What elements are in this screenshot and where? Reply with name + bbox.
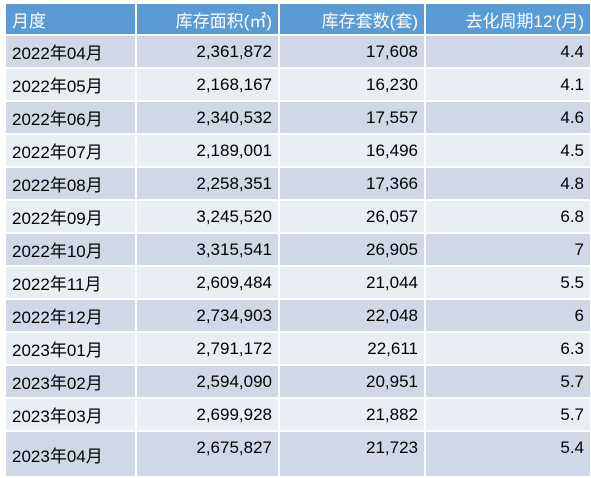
table-row: 2022年10月 3,315,541 26,905 7 bbox=[4, 232, 591, 267]
cell-month: 2022年09月 bbox=[4, 199, 137, 234]
cell-month: 2022年06月 bbox=[4, 100, 137, 135]
cell-units: 26,905 bbox=[278, 232, 426, 267]
cell-period: 4.1 bbox=[424, 67, 591, 102]
cell-period: 6 bbox=[424, 298, 591, 333]
table-row: 2023年01月 2,791,172 22,611 6.3 bbox=[4, 331, 591, 366]
cell-area: 2,189,001 bbox=[135, 133, 280, 168]
cell-period: 4.6 bbox=[424, 100, 591, 135]
cell-period: 5.7 bbox=[424, 364, 591, 399]
cell-units: 16,496 bbox=[278, 133, 426, 168]
cell-month: 2023年03月 bbox=[4, 397, 137, 432]
cell-area: 2,258,351 bbox=[135, 166, 280, 201]
header-month: 月度 bbox=[4, 2, 137, 36]
cell-period: 5.5 bbox=[424, 265, 591, 300]
cell-units: 21,044 bbox=[278, 265, 426, 300]
table-row: 2023年04月 2,675,827 21,723 5.4 bbox=[4, 430, 591, 478]
cell-area: 2,699,928 bbox=[135, 397, 280, 432]
cell-area: 2,675,827 bbox=[135, 430, 280, 478]
cell-period: 5.4 bbox=[424, 430, 591, 478]
table-row: 2022年11月 2,609,484 21,044 5.5 bbox=[4, 265, 591, 300]
inventory-table: 月度 库存面积(㎡) 库存套数(套) 去化周期12'(月) 2022年04月 2… bbox=[4, 2, 591, 478]
cell-units: 20,951 bbox=[278, 364, 426, 399]
table-row: 2022年07月 2,189,001 16,496 4.5 bbox=[4, 133, 591, 168]
cell-area: 2,340,532 bbox=[135, 100, 280, 135]
cell-month: 2023年04月 bbox=[4, 430, 137, 478]
cell-period: 7 bbox=[424, 232, 591, 267]
cell-area: 3,315,541 bbox=[135, 232, 280, 267]
table-row: 2022年04月 2,361,872 17,608 4.4 bbox=[4, 34, 591, 69]
cell-area: 2,361,872 bbox=[135, 34, 280, 69]
cell-area: 2,734,903 bbox=[135, 298, 280, 333]
cell-month: 2022年10月 bbox=[4, 232, 137, 267]
table-row: 2023年03月 2,699,928 21,882 5.7 bbox=[4, 397, 591, 432]
cell-month: 2023年02月 bbox=[4, 364, 137, 399]
cell-units: 22,048 bbox=[278, 298, 426, 333]
cell-area: 3,245,520 bbox=[135, 199, 280, 234]
cell-units: 16,230 bbox=[278, 67, 426, 102]
table-row: 2022年06月 2,340,532 17,557 4.6 bbox=[4, 100, 591, 135]
cell-units: 21,723 bbox=[278, 430, 426, 478]
table-row: 2022年08月 2,258,351 17,366 4.8 bbox=[4, 166, 591, 201]
cell-month: 2022年04月 bbox=[4, 34, 137, 69]
header-inventory-units: 库存套数(套) bbox=[278, 2, 426, 36]
cell-units: 21,882 bbox=[278, 397, 426, 432]
table-row: 2022年12月 2,734,903 22,048 6 bbox=[4, 298, 591, 333]
cell-month: 2022年07月 bbox=[4, 133, 137, 168]
cell-units: 17,366 bbox=[278, 166, 426, 201]
table-row: 2022年09月 3,245,520 26,057 6.8 bbox=[4, 199, 591, 234]
cell-units: 17,608 bbox=[278, 34, 426, 69]
table-header-row: 月度 库存面积(㎡) 库存套数(套) 去化周期12'(月) bbox=[4, 2, 591, 36]
cell-area: 2,791,172 bbox=[135, 331, 280, 366]
table-row: 2022年05月 2,168,167 16,230 4.1 bbox=[4, 67, 591, 102]
cell-period: 6.8 bbox=[424, 199, 591, 234]
cell-period: 4.4 bbox=[424, 34, 591, 69]
cell-month: 2022年12月 bbox=[4, 298, 137, 333]
cell-period: 4.8 bbox=[424, 166, 591, 201]
cell-period: 5.7 bbox=[424, 397, 591, 432]
cell-month: 2022年11月 bbox=[4, 265, 137, 300]
cell-month: 2023年01月 bbox=[4, 331, 137, 366]
cell-area: 2,168,167 bbox=[135, 67, 280, 102]
cell-month: 2022年08月 bbox=[4, 166, 137, 201]
inventory-table-container: 月度 库存面积(㎡) 库存套数(套) 去化周期12'(月) 2022年04月 2… bbox=[4, 2, 591, 478]
cell-period: 4.5 bbox=[424, 133, 591, 168]
cell-units: 26,057 bbox=[278, 199, 426, 234]
cell-area: 2,594,090 bbox=[135, 364, 280, 399]
header-absorption-period: 去化周期12'(月) bbox=[424, 2, 591, 36]
cell-units: 22,611 bbox=[278, 331, 426, 366]
table-row: 2023年02月 2,594,090 20,951 5.7 bbox=[4, 364, 591, 399]
cell-period: 6.3 bbox=[424, 331, 591, 366]
cell-units: 17,557 bbox=[278, 100, 426, 135]
header-inventory-area: 库存面积(㎡) bbox=[135, 2, 280, 36]
cell-month: 2022年05月 bbox=[4, 67, 137, 102]
cell-area: 2,609,484 bbox=[135, 265, 280, 300]
